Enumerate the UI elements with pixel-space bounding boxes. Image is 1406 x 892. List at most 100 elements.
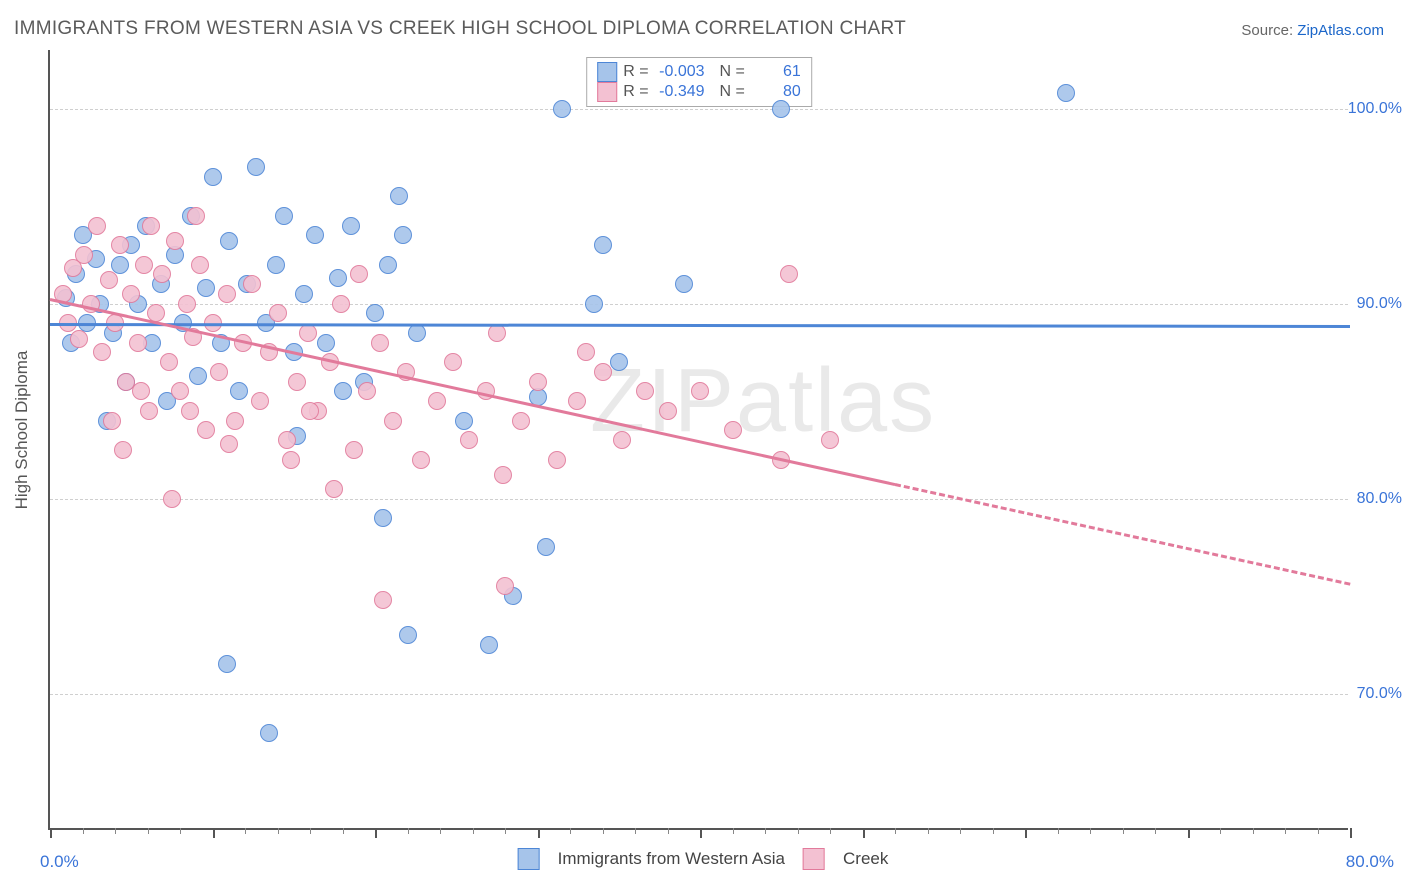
scatter-point <box>455 412 473 430</box>
scatter-point <box>251 392 269 410</box>
scatter-point <box>191 256 209 274</box>
source-label: Source: <box>1241 22 1297 39</box>
scatter-point <box>218 655 236 673</box>
gridline <box>50 694 1348 695</box>
scatter-point <box>260 724 278 742</box>
scatter-point <box>399 626 417 644</box>
scatter-point <box>529 373 547 391</box>
chart-title: IMMIGRANTS FROM WESTERN ASIA VS CREEK HI… <box>14 18 906 40</box>
x-tick-major <box>863 828 865 838</box>
x-tick-major <box>50 828 52 838</box>
x-tick-major <box>700 828 702 838</box>
scatter-point <box>384 412 402 430</box>
legend-swatch <box>518 848 540 870</box>
scatter-point <box>342 217 360 235</box>
scatter-point <box>282 451 300 469</box>
x-tick-minor <box>408 828 409 834</box>
y-tick-label: 80.0% <box>1357 490 1402 508</box>
scatter-point <box>428 392 446 410</box>
scatter-point <box>210 363 228 381</box>
x-tick-minor <box>570 828 571 834</box>
x-tick-minor <box>473 828 474 834</box>
scatter-point <box>444 353 462 371</box>
scatter-point <box>299 324 317 342</box>
legend-row: R = -0.349 N = 80 <box>597 82 801 102</box>
scatter-point <box>197 421 215 439</box>
scatter-point <box>496 577 514 595</box>
x-tick-minor <box>733 828 734 834</box>
scatter-point <box>88 217 106 235</box>
y-tick-label: 90.0% <box>1357 295 1402 313</box>
legend-n-value: 80 <box>751 83 801 101</box>
x-tick-minor <box>960 828 961 834</box>
legend-r-label: R = <box>623 63 648 81</box>
scatter-point <box>306 226 324 244</box>
x-tick-minor <box>343 828 344 834</box>
scatter-point <box>220 435 238 453</box>
x-tick-minor <box>765 828 766 834</box>
scatter-point <box>691 382 709 400</box>
scatter-point <box>275 207 293 225</box>
x-tick-minor <box>1318 828 1319 834</box>
legend-swatch <box>597 62 617 82</box>
scatter-point <box>480 636 498 654</box>
scatter-point <box>460 431 478 449</box>
scatter-point <box>269 304 287 322</box>
legend-swatch <box>597 82 617 102</box>
scatter-point <box>594 363 612 381</box>
x-tick-minor <box>603 828 604 834</box>
source-link[interactable]: ZipAtlas.com <box>1297 22 1384 39</box>
scatter-point <box>317 334 335 352</box>
scatter-point <box>772 100 790 118</box>
scatter-point <box>189 367 207 385</box>
scatter-point <box>160 353 178 371</box>
scatter-point <box>325 480 343 498</box>
scatter-point <box>675 275 693 293</box>
scatter-point <box>267 256 285 274</box>
scatter-point <box>135 256 153 274</box>
x-tick-minor <box>83 828 84 834</box>
x-tick-minor <box>928 828 929 834</box>
scatter-point <box>332 295 350 313</box>
scatter-point <box>494 466 512 484</box>
legend-n-label: N = <box>711 63 745 81</box>
scatter-point <box>390 187 408 205</box>
scatter-point <box>821 431 839 449</box>
x-tick-major <box>375 828 377 838</box>
scatter-point <box>171 382 189 400</box>
x-tick-minor <box>668 828 669 834</box>
x-tick-major <box>538 828 540 838</box>
scatter-point <box>247 158 265 176</box>
scatter-point <box>129 334 147 352</box>
watermark: ZIPatlas <box>590 350 936 453</box>
gridline <box>50 304 1348 305</box>
scatter-point <box>278 431 296 449</box>
scatter-point <box>512 412 530 430</box>
scatter-point <box>204 168 222 186</box>
scatter-point <box>132 382 150 400</box>
x-tick-minor <box>1155 828 1156 834</box>
scatter-point <box>374 509 392 527</box>
x-tick-minor <box>1253 828 1254 834</box>
scatter-point <box>114 441 132 459</box>
regression-line <box>50 323 1350 328</box>
x-tick-major <box>1188 828 1190 838</box>
scatter-point <box>345 441 363 459</box>
scatter-point <box>301 402 319 420</box>
x-tick-minor <box>180 828 181 834</box>
scatter-point <box>243 275 261 293</box>
x-tick-minor <box>278 828 279 834</box>
legend-r-value: -0.003 <box>655 63 705 81</box>
scatter-point <box>329 269 347 287</box>
scatter-point <box>613 431 631 449</box>
source-credit: Source: ZipAtlas.com <box>1241 22 1384 39</box>
scatter-point <box>70 330 88 348</box>
x-tick-major <box>1350 828 1352 838</box>
x-tick-minor <box>148 828 149 834</box>
scatter-point <box>295 285 313 303</box>
x-tick-minor <box>245 828 246 834</box>
scatter-point <box>366 304 384 322</box>
scatter-point <box>230 382 248 400</box>
scatter-point <box>181 402 199 420</box>
legend-r-label: R = <box>623 83 648 101</box>
